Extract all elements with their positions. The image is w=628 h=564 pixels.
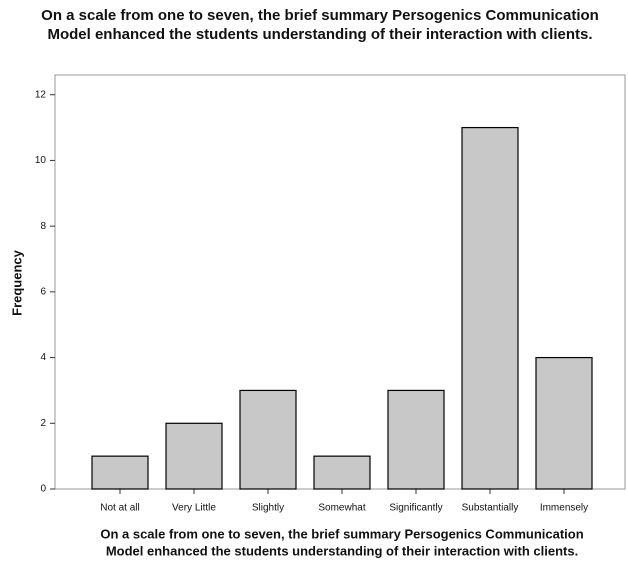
chart-title: On a scale from one to seven, the brief … [41, 7, 599, 24]
bar [239, 389, 297, 490]
x-tick-label: Significantly [389, 503, 442, 514]
bar [461, 126, 519, 490]
bar [313, 455, 371, 490]
y-tick-label: 10 [35, 155, 47, 166]
y-tick-label: 4 [40, 352, 46, 363]
x-tick-label: Very Little [172, 503, 216, 514]
bar [387, 389, 445, 490]
x-axis-title: On a scale from one to seven, the brief … [100, 526, 583, 541]
x-tick-label: Slightly [252, 503, 284, 514]
bar [165, 422, 223, 490]
bar [91, 455, 149, 490]
chart-title: Model enhanced the students understandin… [47, 26, 592, 43]
plot-area [54, 74, 626, 490]
y-tick-label: 6 [40, 286, 46, 297]
y-tick-label: 8 [40, 221, 46, 232]
x-tick-label: Somewhat [318, 503, 365, 514]
y-tick-label: 0 [40, 484, 46, 495]
x-tick-label: Not at all [100, 503, 139, 514]
x-tick-label: Substantially [462, 503, 519, 514]
x-tick-label: Immensely [540, 503, 588, 514]
y-tick-label: 2 [40, 418, 46, 429]
y-tick-label: 12 [35, 89, 47, 100]
y-axis-title: Frequency [9, 249, 24, 316]
bar [535, 356, 593, 490]
x-axis-title: Model enhanced the students understandin… [106, 543, 578, 558]
